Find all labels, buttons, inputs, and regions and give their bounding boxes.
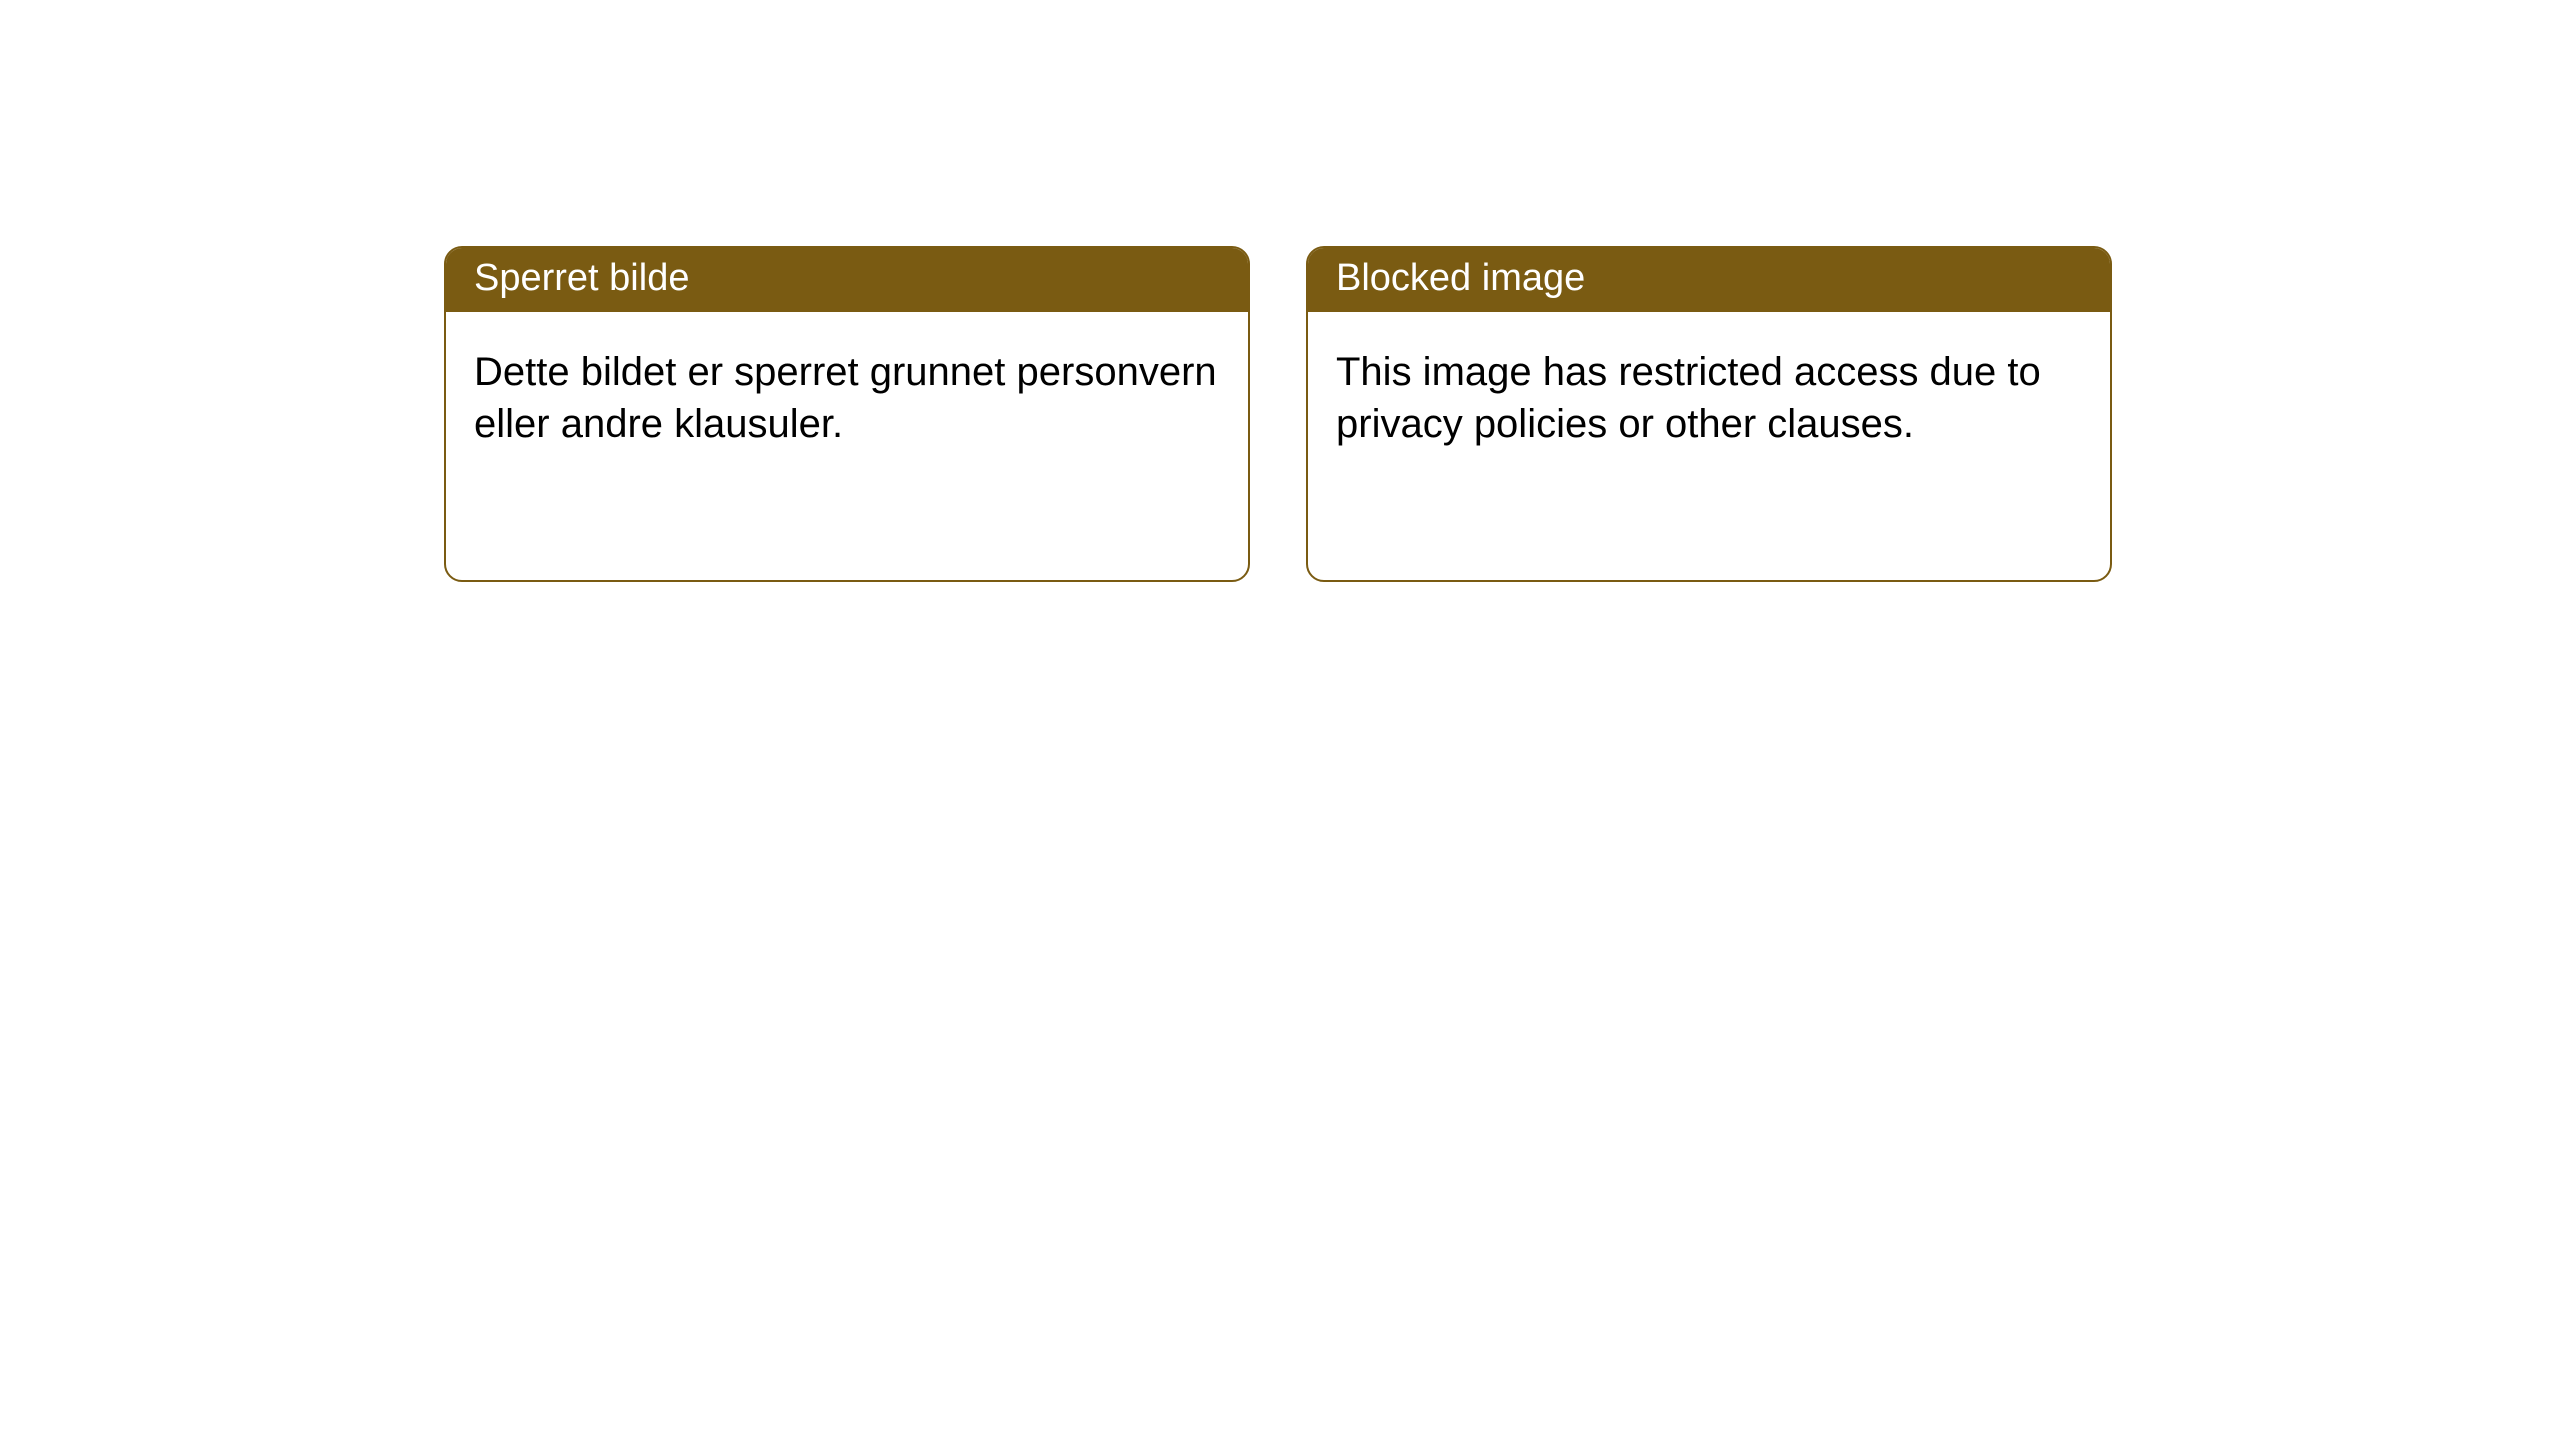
card-body-en: This image has restricted access due to … bbox=[1308, 312, 2110, 480]
blocked-image-card-en: Blocked image This image has restricted … bbox=[1306, 246, 2112, 582]
card-header-en: Blocked image bbox=[1308, 248, 2110, 312]
card-header-no: Sperret bilde bbox=[446, 248, 1248, 312]
blocked-image-card-no: Sperret bilde Dette bildet er sperret gr… bbox=[444, 246, 1250, 582]
notice-container: Sperret bilde Dette bildet er sperret gr… bbox=[0, 0, 2560, 582]
card-body-no: Dette bildet er sperret grunnet personve… bbox=[446, 312, 1248, 480]
